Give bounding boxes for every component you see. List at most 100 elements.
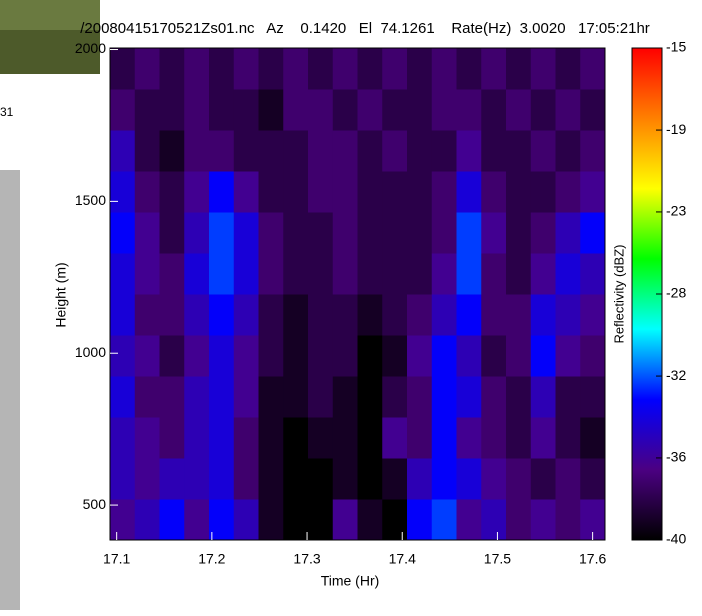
- y-tick-label: 1500: [75, 192, 106, 208]
- heatmap-cell: [555, 294, 581, 336]
- heatmap-cell: [580, 294, 606, 336]
- heatmap-cell: [530, 335, 556, 377]
- heatmap-cell: [159, 130, 185, 172]
- heatmap-cell: [357, 376, 383, 418]
- colorbar-label: Reflectivity (dBZ): [611, 245, 626, 344]
- heatmap-cell: [184, 48, 210, 90]
- heatmap-cell: [283, 212, 309, 254]
- heatmap-cell: [283, 48, 309, 90]
- heatmap-cell: [555, 417, 581, 459]
- heatmap-cell: [481, 253, 507, 295]
- heatmap-cell: [382, 212, 408, 254]
- heatmap-cell: [357, 212, 383, 254]
- heatmap-cell: [258, 335, 284, 377]
- heatmap-cell: [481, 212, 507, 254]
- heatmap-cell: [134, 294, 160, 336]
- heatmap-cell: [431, 499, 457, 541]
- heatmap-cell: [506, 253, 532, 295]
- heatmap-cell: [209, 335, 235, 377]
- heatmap-cell: [134, 376, 160, 418]
- heatmap-cell: [431, 458, 457, 500]
- heatmap-cell: [332, 130, 358, 172]
- heatmap-cell: [184, 130, 210, 172]
- heatmap-cell: [481, 458, 507, 500]
- heatmap-cell: [456, 376, 482, 418]
- colorbar-tick-label: -23: [666, 203, 686, 219]
- heatmap-cell: [580, 212, 606, 254]
- heatmap-cell: [233, 253, 259, 295]
- heatmap-cell: [159, 48, 185, 90]
- heatmap-cell: [456, 48, 482, 90]
- heatmap-cell: [555, 212, 581, 254]
- heatmap-cell: [506, 499, 532, 541]
- heatmap-cell: [555, 48, 581, 90]
- heatmap-cell: [308, 294, 334, 336]
- heatmap-cell: [431, 89, 457, 131]
- heatmap-cell: [209, 130, 235, 172]
- heatmap-cell: [308, 212, 334, 254]
- heatmap-cell: [110, 294, 136, 336]
- fragment-text: 31: [0, 105, 14, 119]
- heatmap-cell: [283, 294, 309, 336]
- heatmap-cell: [110, 335, 136, 377]
- heatmap-cell: [481, 171, 507, 213]
- heatmap-cell: [530, 499, 556, 541]
- heatmap-cell: [332, 376, 358, 418]
- heatmap-cell: [407, 458, 433, 500]
- x-tick-label: 17.4: [389, 551, 416, 567]
- heatmap-cell: [530, 294, 556, 336]
- side-panel: [0, 170, 20, 610]
- heatmap-cell: [332, 335, 358, 377]
- heatmap-cell: [283, 171, 309, 213]
- heatmap-cell: [530, 130, 556, 172]
- heatmap-cell: [283, 335, 309, 377]
- heatmap-cell: [258, 417, 284, 459]
- heatmap-cell: [308, 171, 334, 213]
- heatmap-cell: [580, 253, 606, 295]
- heatmap-cell: [332, 417, 358, 459]
- heatmap-cell: [506, 417, 532, 459]
- heatmap-cell: [530, 458, 556, 500]
- heatmap-cell: [382, 171, 408, 213]
- heatmap-cell: [481, 499, 507, 541]
- heatmap-cell: [308, 253, 334, 295]
- heatmap-cell: [357, 499, 383, 541]
- heatmap-cell: [184, 171, 210, 213]
- heatmap-cell: [110, 130, 136, 172]
- heatmap-cell: [431, 335, 457, 377]
- heatmap-cell: [382, 130, 408, 172]
- heatmap-cell: [233, 376, 259, 418]
- heatmap-cell: [555, 130, 581, 172]
- heatmap-cell: [580, 458, 606, 500]
- heatmap-cell: [258, 458, 284, 500]
- heatmap-cell: [332, 499, 358, 541]
- heatmap-cell: [110, 376, 136, 418]
- heatmap-cell: [159, 253, 185, 295]
- heatmap-cell: [580, 171, 606, 213]
- x-tick-label: 17.2: [198, 551, 225, 567]
- y-axis-label: Height (m): [53, 262, 69, 327]
- y-tick-label: 1000: [75, 344, 106, 360]
- heatmap-cell: [233, 335, 259, 377]
- heatmap-cell: [209, 499, 235, 541]
- heatmap-cell: [110, 171, 136, 213]
- heatmap-cell: [134, 499, 160, 541]
- heatmap-cell: [481, 130, 507, 172]
- heatmap-cell: [184, 417, 210, 459]
- heatmap-cell: [233, 89, 259, 131]
- heatmap-cell: [580, 89, 606, 131]
- heatmap-cell: [555, 458, 581, 500]
- heatmap-cell: [308, 417, 334, 459]
- heatmap-cell: [283, 376, 309, 418]
- x-tick-label: 17.5: [484, 551, 511, 567]
- heatmap-cell: [357, 171, 383, 213]
- heatmap-cell: [382, 458, 408, 500]
- heatmap-cell: [506, 171, 532, 213]
- heatmap-cell: [382, 294, 408, 336]
- heatmap-cell: [209, 294, 235, 336]
- heatmap-cell: [283, 458, 309, 500]
- heatmap-cell: [159, 499, 185, 541]
- heatmap-cell: [308, 89, 334, 131]
- heatmap-cell: [233, 417, 259, 459]
